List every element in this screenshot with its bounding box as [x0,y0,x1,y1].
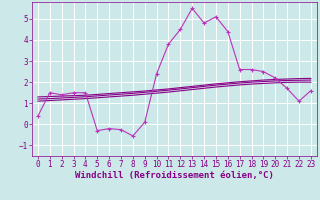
X-axis label: Windchill (Refroidissement éolien,°C): Windchill (Refroidissement éolien,°C) [75,171,274,180]
